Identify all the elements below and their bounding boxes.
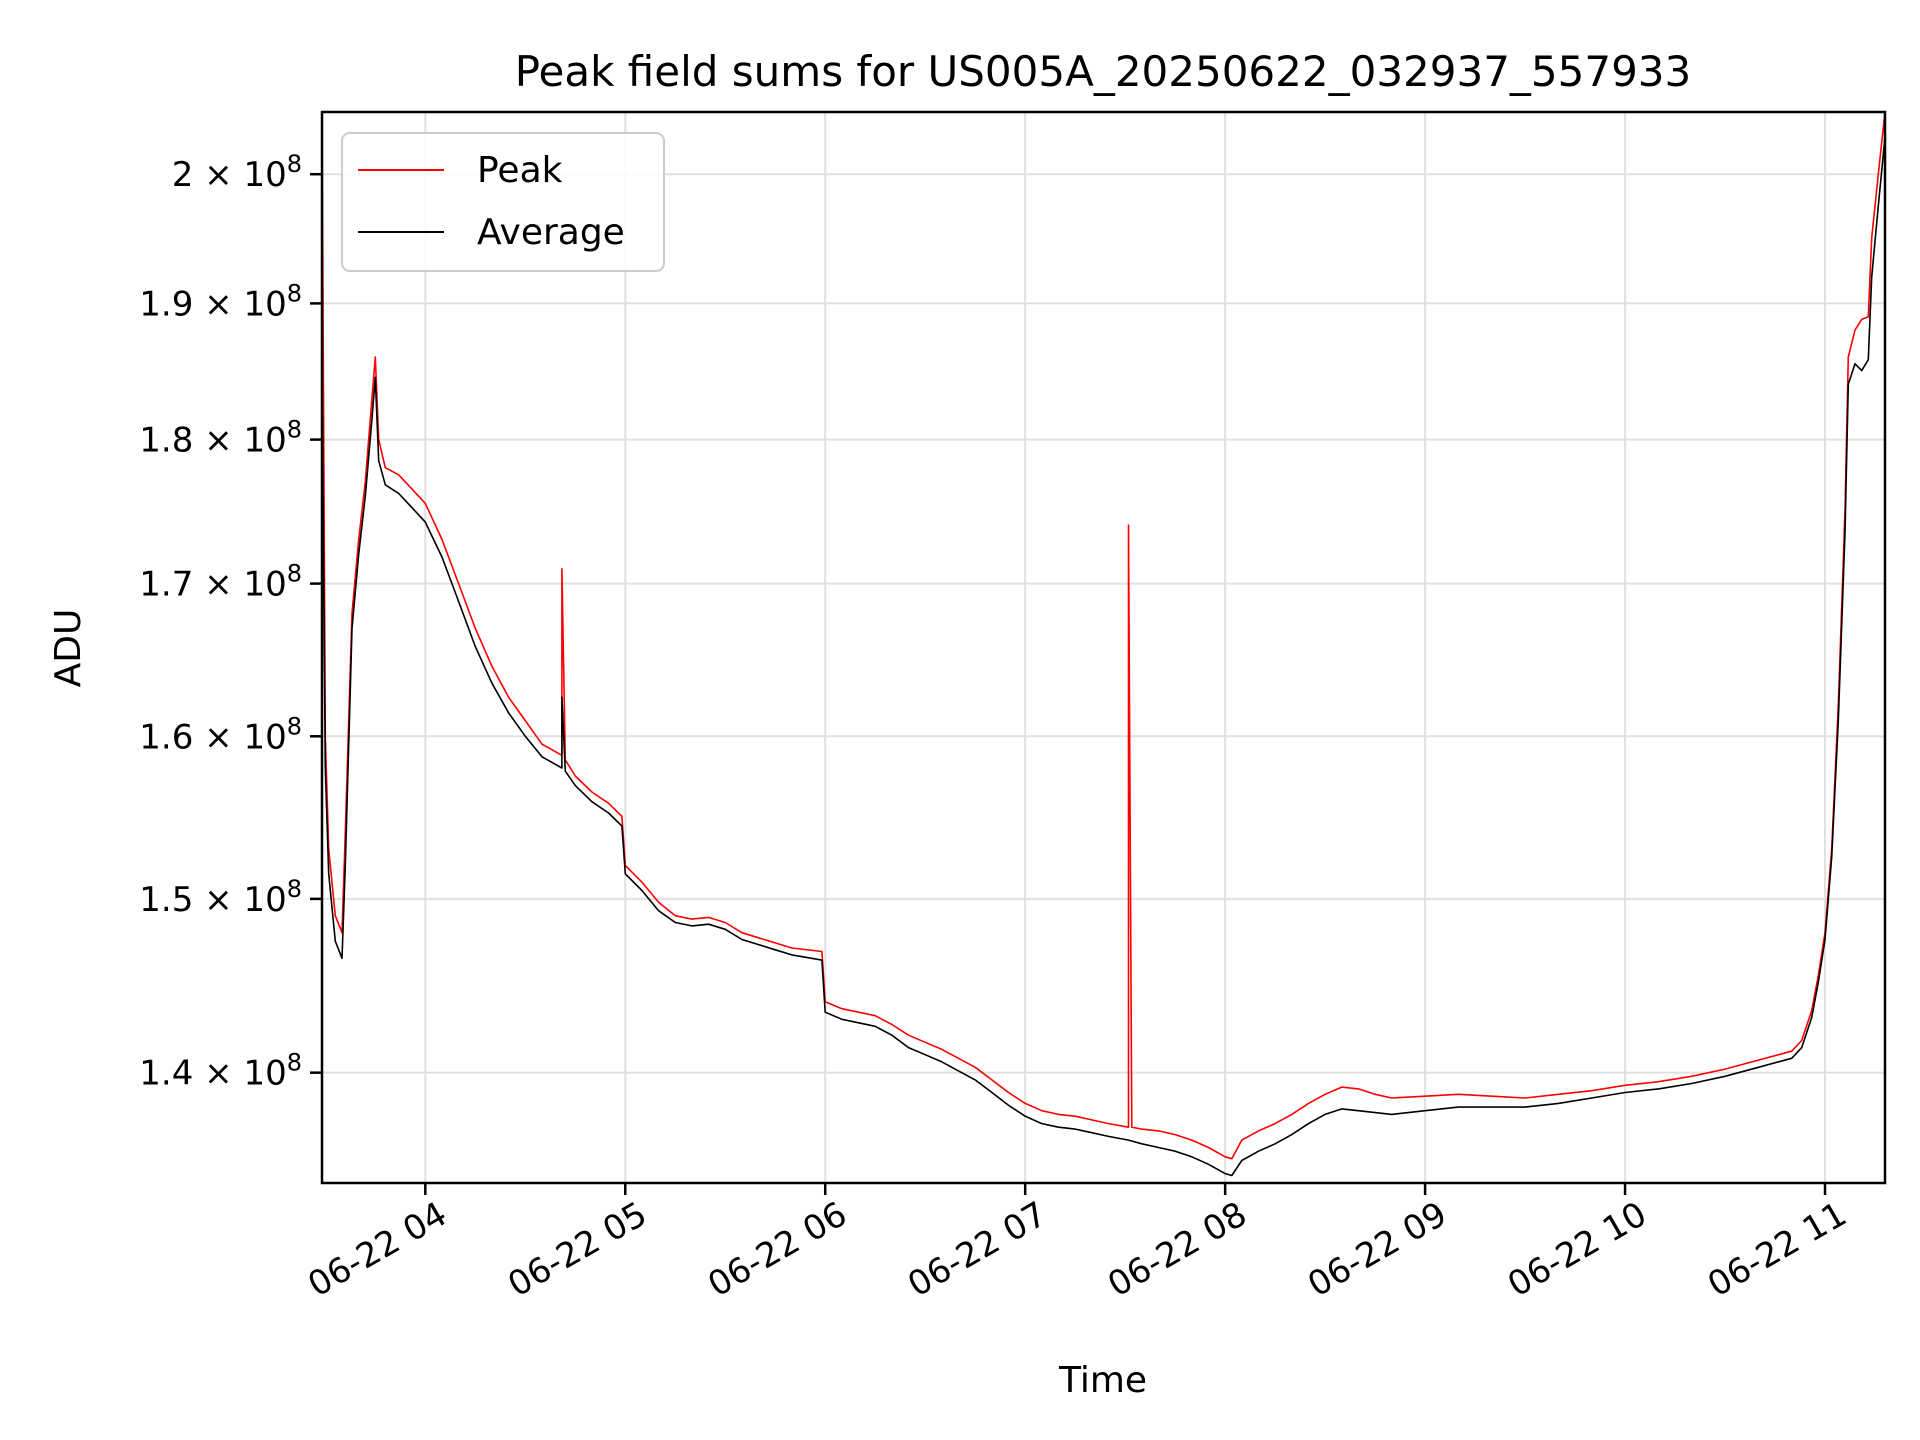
- legend-label-peak: Peak: [477, 150, 563, 191]
- legend: Peak Average: [341, 132, 665, 272]
- legend-label-average: Average: [477, 212, 625, 253]
- y-axis-label: ADU: [48, 609, 89, 688]
- x-axis-label: Time: [1058, 1360, 1147, 1401]
- grid: [322, 112, 1885, 1183]
- y-tick-label: 1.9 × 108: [139, 279, 302, 324]
- y-tick-label: 1.6 × 108: [139, 712, 302, 757]
- y-tick-label: 1.7 × 108: [139, 560, 302, 605]
- y-tick-label: 1.5 × 108: [139, 875, 302, 920]
- y-tick-label: 1.8 × 108: [139, 416, 302, 461]
- chart-title: Peak field sums for US005A_20250622_0329…: [515, 47, 1692, 96]
- series-line-average: [322, 136, 1885, 1177]
- series-line-peak: [322, 112, 1885, 1160]
- y-tick-label: 2 × 108: [172, 150, 302, 195]
- legend-box: [341, 132, 665, 272]
- series-layer: [322, 112, 1885, 1177]
- plot-frame: [320, 110, 1887, 1185]
- y-axis: 1.4 × 108 1.5 × 108 1.6 × 108 1.7 × 108 1.8 …: [139, 150, 322, 1094]
- y-tick-label: 1.4 × 108: [139, 1049, 302, 1094]
